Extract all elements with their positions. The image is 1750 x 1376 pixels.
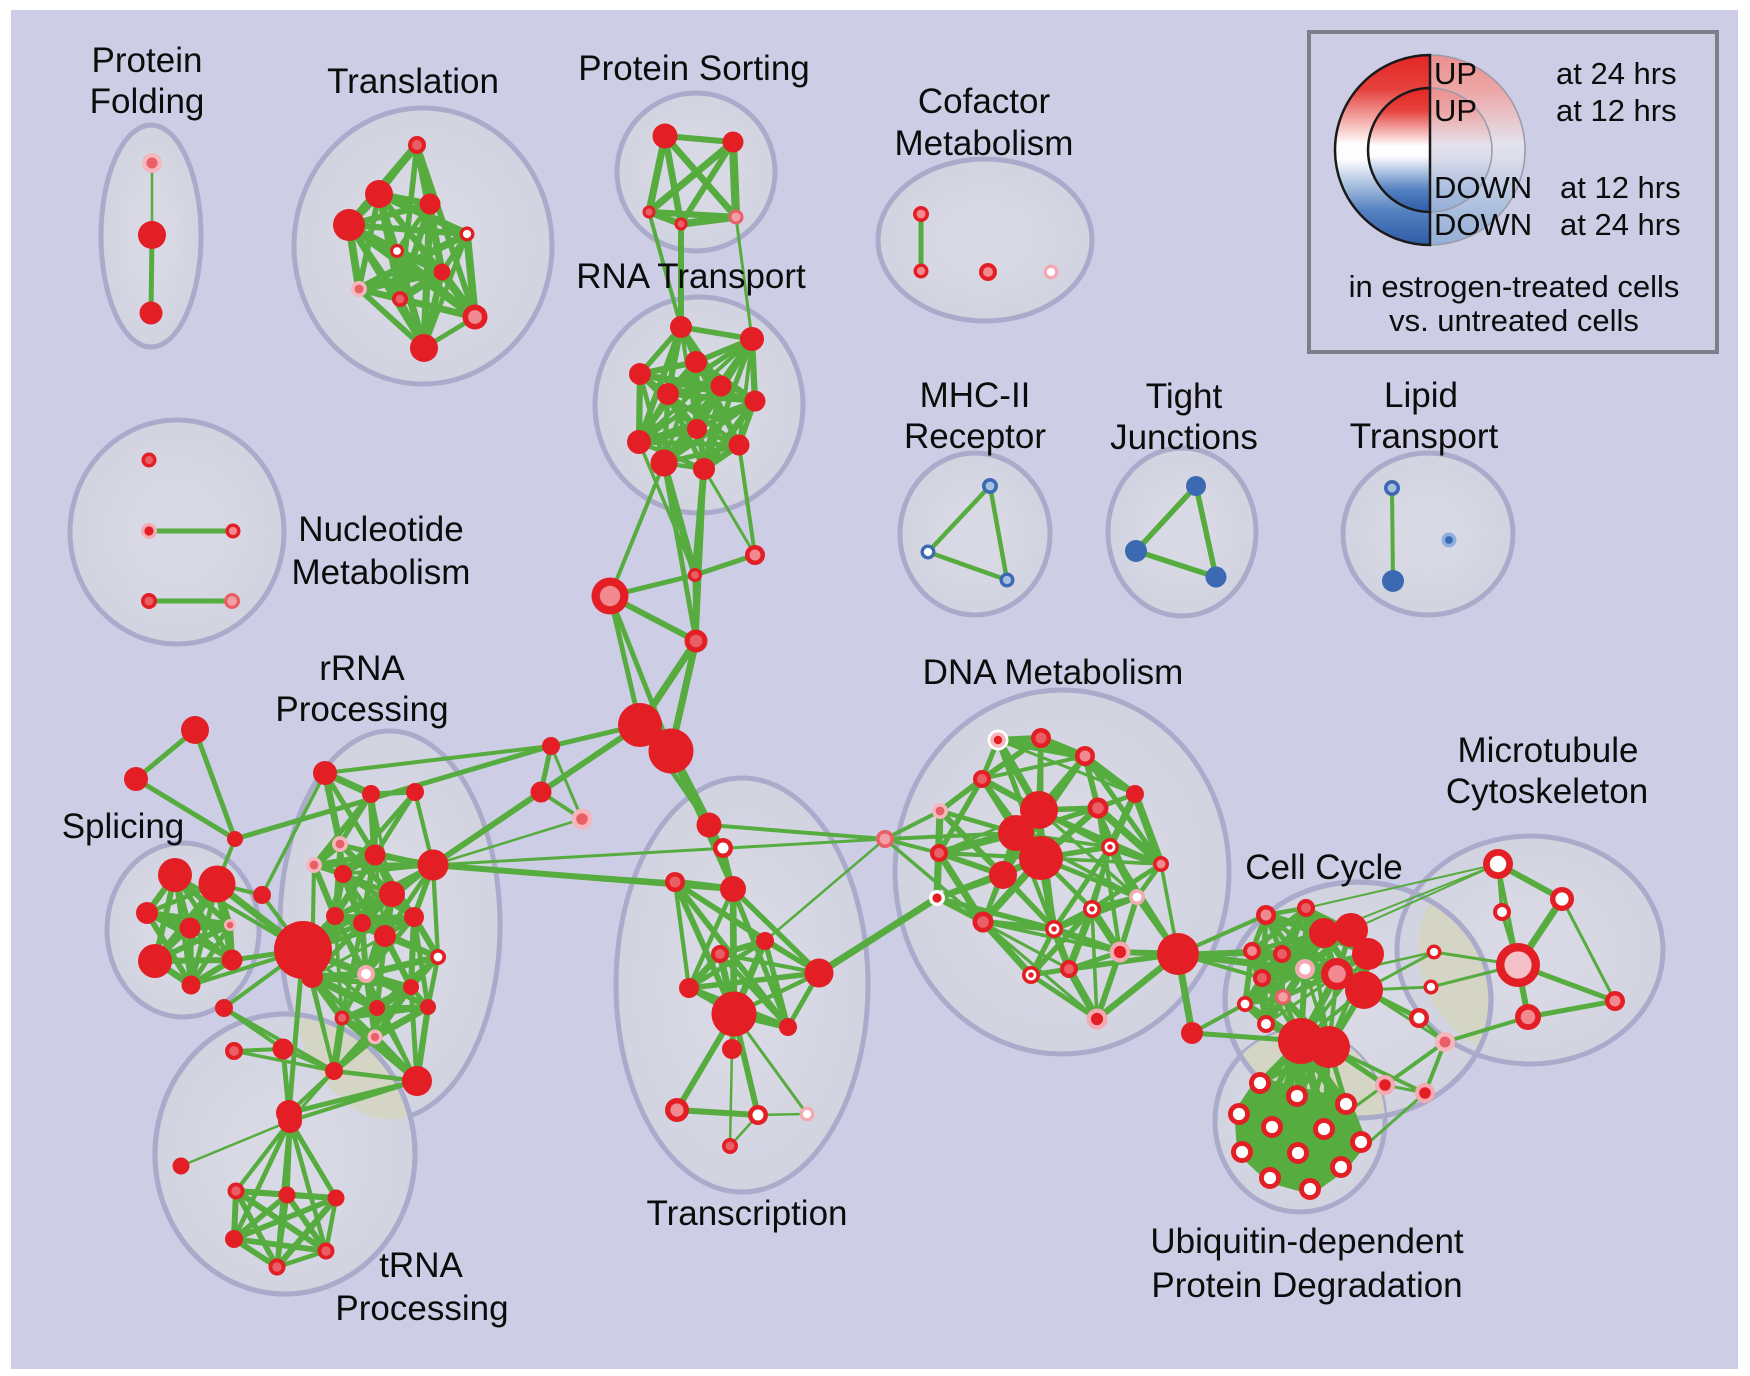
svg-text:vs. untreated cells: vs. untreated cells xyxy=(1389,303,1639,338)
svg-text:at 12 hrs: at 12 hrs xyxy=(1560,170,1681,205)
svg-text:RNA Transport: RNA Transport xyxy=(576,257,806,296)
svg-text:UP: UP xyxy=(1434,56,1477,91)
svg-text:Protein: Protein xyxy=(92,41,203,80)
svg-text:Cell Cycle: Cell Cycle xyxy=(1245,848,1403,887)
svg-text:in estrogen-treated cells: in estrogen-treated cells xyxy=(1349,269,1680,304)
svg-text:Cofactor: Cofactor xyxy=(918,82,1051,121)
svg-text:Folding: Folding xyxy=(90,82,205,121)
svg-text:Cytoskeleton: Cytoskeleton xyxy=(1446,772,1648,811)
svg-text:Receptor: Receptor xyxy=(904,417,1046,456)
svg-text:DOWN: DOWN xyxy=(1434,207,1532,242)
svg-text:Tight: Tight xyxy=(1146,377,1223,416)
svg-text:Transport: Transport xyxy=(1350,417,1499,456)
svg-text:DOWN: DOWN xyxy=(1434,170,1532,205)
svg-text:Metabolism: Metabolism xyxy=(292,553,471,592)
svg-text:Metabolism: Metabolism xyxy=(895,124,1074,163)
svg-text:Protein Degradation: Protein Degradation xyxy=(1151,1266,1462,1305)
svg-text:rRNA: rRNA xyxy=(319,649,405,688)
svg-text:at 24 hrs: at 24 hrs xyxy=(1556,56,1677,91)
svg-text:at 12 hrs: at 12 hrs xyxy=(1556,93,1677,128)
svg-text:Nucleotide: Nucleotide xyxy=(298,510,463,549)
svg-text:at 24 hrs: at 24 hrs xyxy=(1560,207,1681,242)
svg-text:Protein Sorting: Protein Sorting xyxy=(578,49,810,88)
svg-text:Splicing: Splicing xyxy=(62,807,185,846)
svg-text:Junctions: Junctions xyxy=(1110,418,1258,457)
svg-text:Transcription: Transcription xyxy=(647,1194,848,1233)
svg-text:Lipid: Lipid xyxy=(1384,376,1458,415)
svg-text:tRNA: tRNA xyxy=(379,1246,463,1285)
svg-text:MHC-II: MHC-II xyxy=(920,376,1031,415)
svg-text:Translation: Translation xyxy=(327,62,499,101)
svg-text:Processing: Processing xyxy=(275,690,448,729)
svg-text:Ubiquitin-dependent: Ubiquitin-dependent xyxy=(1150,1222,1464,1261)
svg-text:Microtubule: Microtubule xyxy=(1458,731,1639,770)
svg-text:UP: UP xyxy=(1434,93,1477,128)
svg-text:Processing: Processing xyxy=(335,1289,508,1328)
svg-text:DNA Metabolism: DNA Metabolism xyxy=(923,653,1184,692)
